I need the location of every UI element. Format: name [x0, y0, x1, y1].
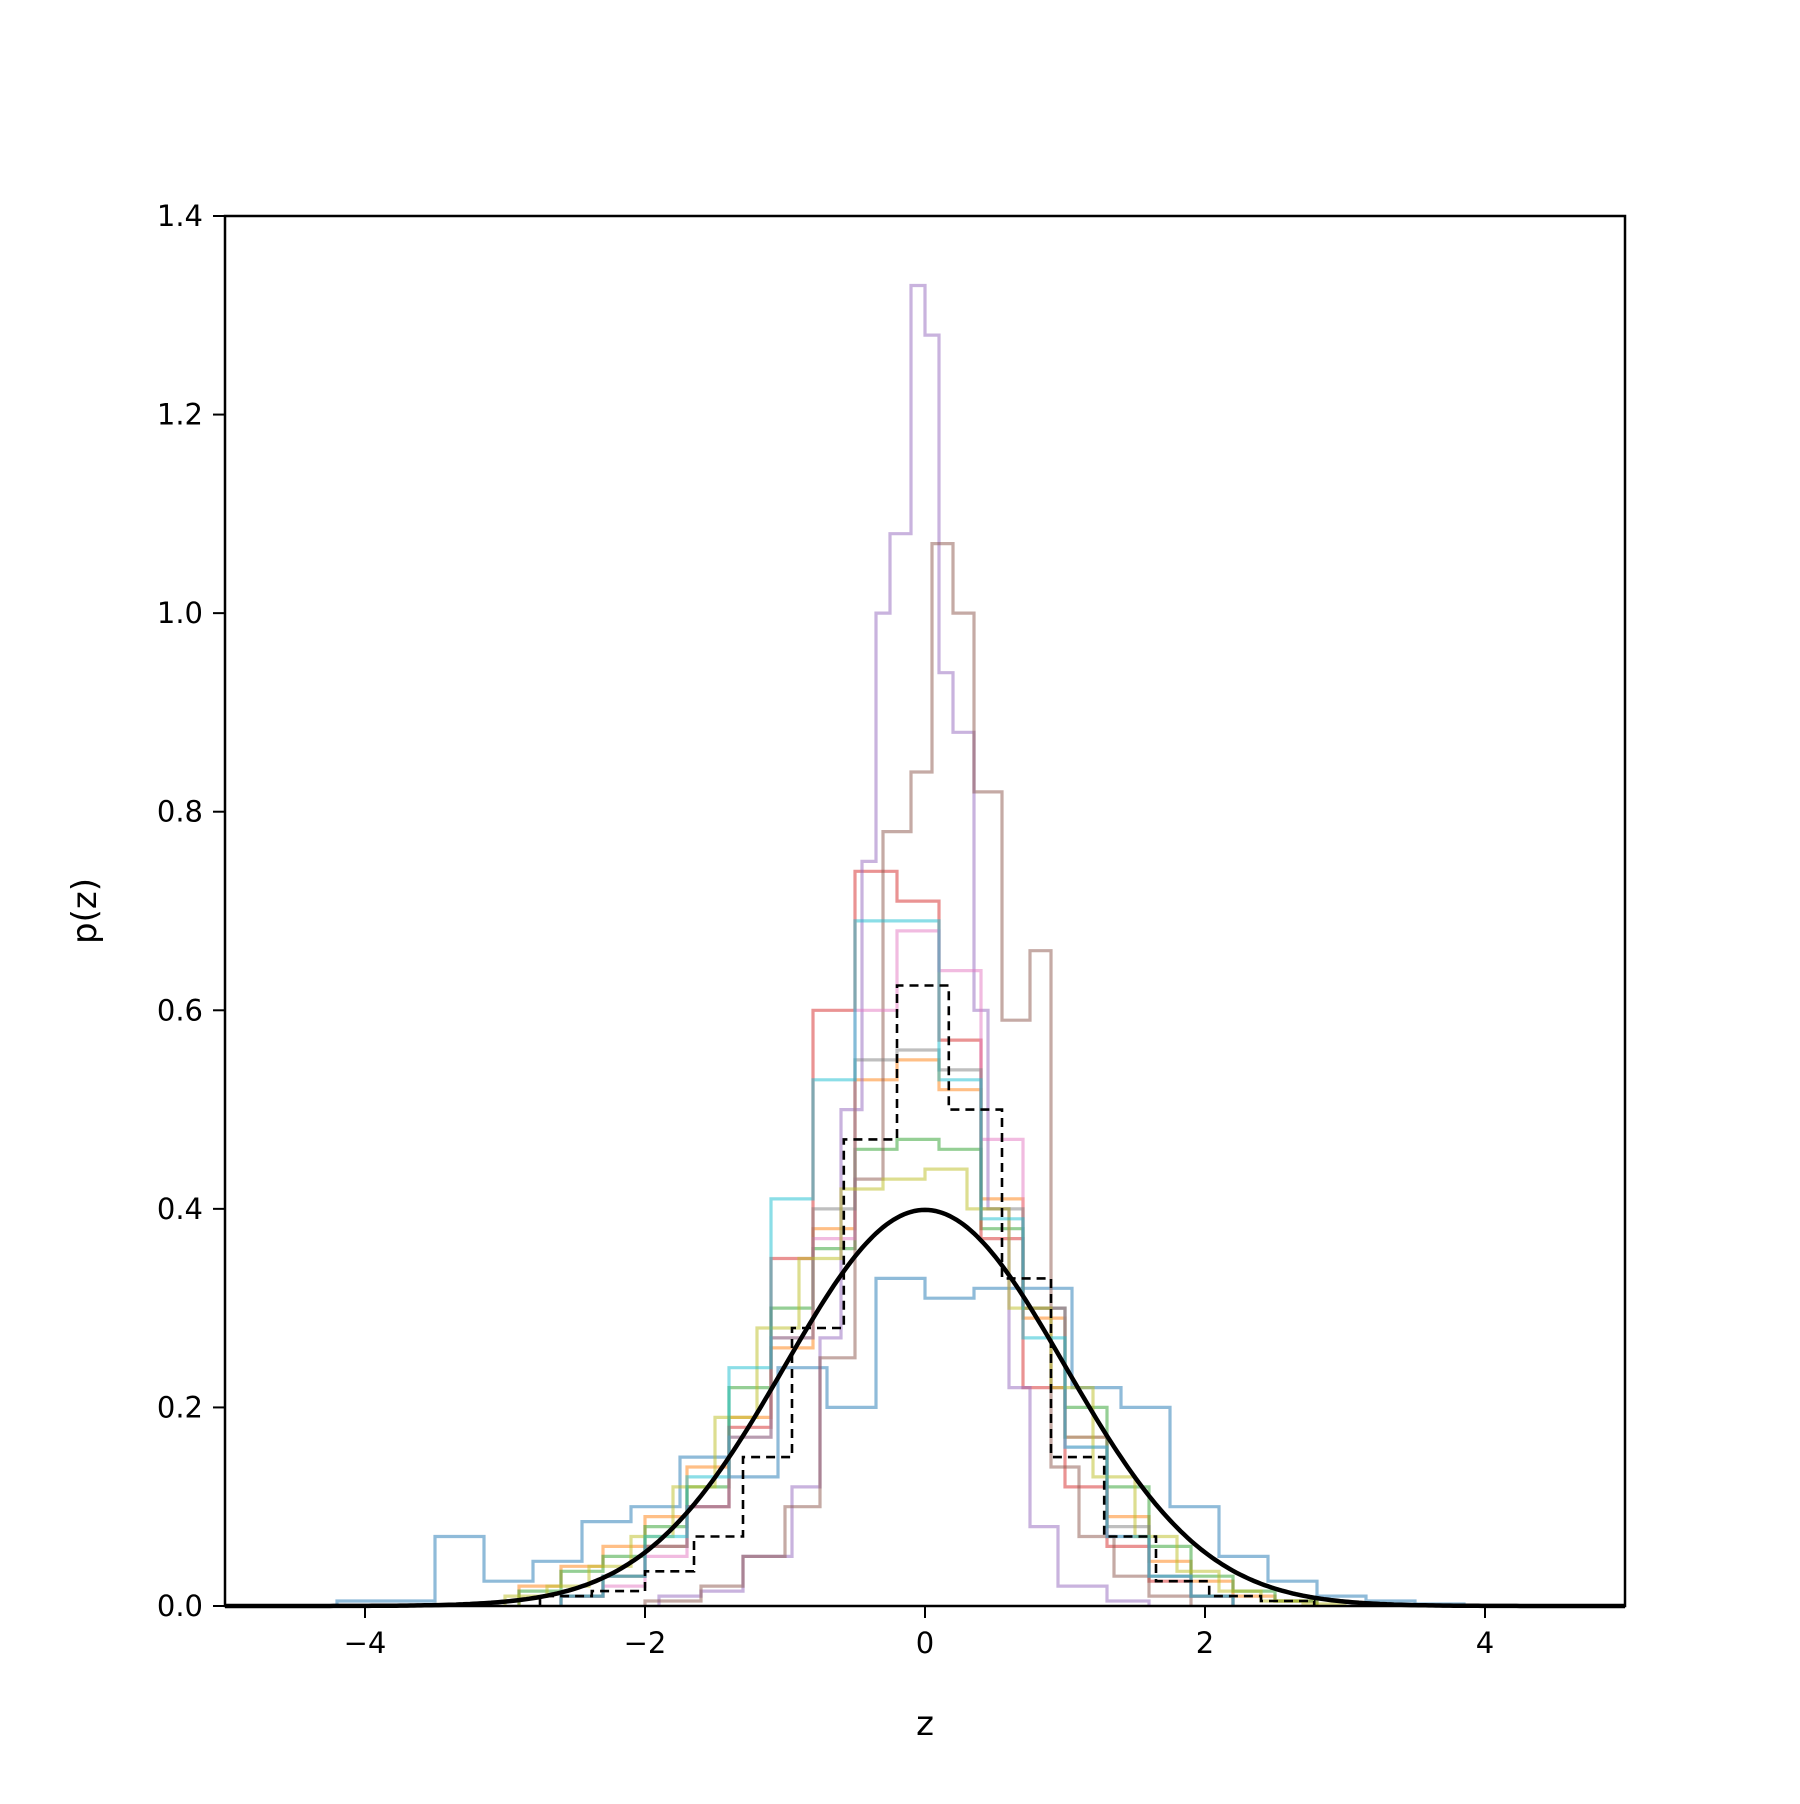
histogram-series-2: [517, 1058, 1319, 1606]
y-axis-label: p(z): [65, 878, 105, 944]
x-tick-label: 0: [916, 1626, 934, 1660]
x-tick-label: −4: [344, 1626, 387, 1660]
axes-layer: −4 −2 0 2 4 0.0 0.2 0.4 0.6 0.8 1.0 1.2 1.4: [157, 199, 1494, 1660]
x-tick-label: −2: [624, 1626, 667, 1660]
x-tick-label: 2: [1196, 1626, 1214, 1660]
y-tick-label: 0.6: [157, 993, 203, 1027]
dashed-histogram: [538, 984, 1316, 1606]
normal-pdf-curve: [225, 1207, 1625, 1609]
data-layer: [225, 283, 1625, 1609]
y-tick-label: 1.4: [157, 199, 203, 233]
y-tick-label: 0.0: [157, 1589, 203, 1623]
y-tick-label: 1.2: [157, 398, 203, 432]
y-tick-label: 0.4: [157, 1192, 203, 1226]
histogram-series-6: [643, 542, 1193, 1606]
x-tick-label: 4: [1476, 1626, 1494, 1660]
histogram-series-9: [503, 1167, 1347, 1606]
y-tick-label: 1.0: [157, 596, 203, 630]
y-tick-label: 0.8: [157, 795, 203, 829]
histogram-series-1: [335, 1276, 1466, 1606]
x-axis-label: z: [916, 1704, 934, 1744]
plot-frame: [223, 214, 1627, 1608]
histogram-series-5: [657, 283, 1151, 1606]
y-tick-label: 0.2: [157, 1390, 203, 1424]
histogram-series-10: [559, 919, 1235, 1606]
